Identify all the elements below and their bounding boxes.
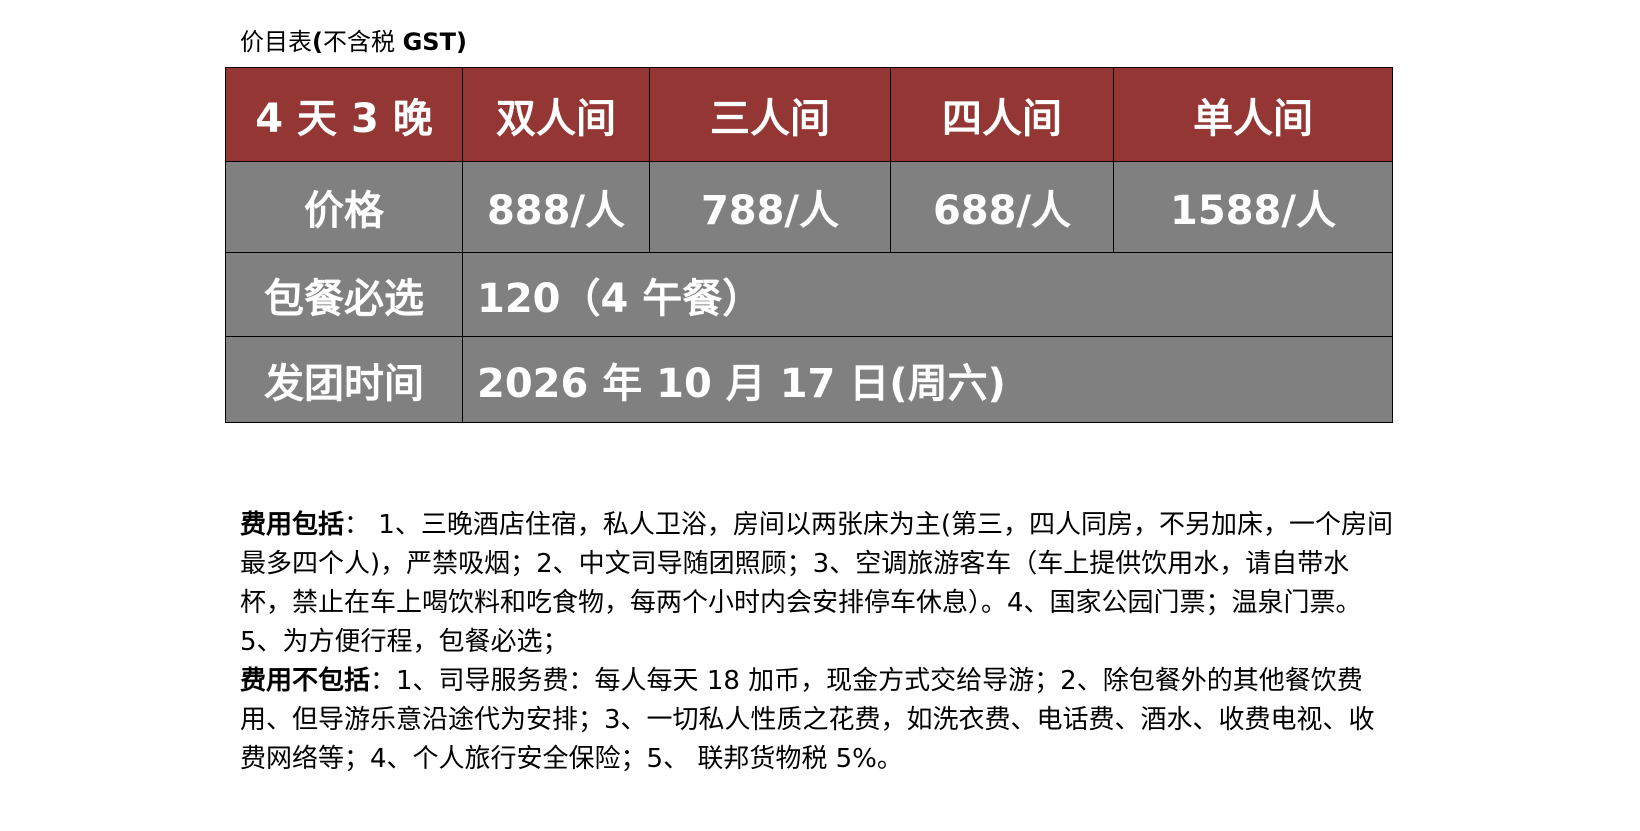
price-cell: 688/人 [890, 161, 1114, 253]
title-tax: 不含税 [322, 28, 403, 56]
excludes-text: ：1、司导服务费：每人每天 18 加币，现金方式交给导游；2、除包餐外的其他餐饮… [240, 666, 1375, 774]
table-row: 包餐必选 120（4 午餐） [225, 252, 1393, 337]
price-cell: 1588/人 [1113, 161, 1393, 253]
price-cell: 888/人 [462, 161, 650, 253]
date-cell: 2026 年 10 月 17 日(周六) [462, 336, 1393, 423]
includes-paragraph: 费用包括： 1、三晚酒店住宿，私人卫浴，房间以两张床为主(第三，四人同房，不另加… [240, 506, 1395, 662]
excludes-paragraph: 费用不包括：1、司导服务费：每人每天 18 加币，现金方式交给导游；2、除包餐外… [240, 662, 1395, 779]
row-label: 发团时间 [225, 336, 463, 423]
includes-text: ： 1、三晚酒店住宿，私人卫浴，房间以两张床为主(第三，四人同房，不另加床，一个… [240, 510, 1393, 657]
row-label: 包餐必选 [225, 252, 463, 337]
header-cell: 双人间 [462, 67, 650, 162]
meal-cell: 120（4 午餐） [462, 252, 1393, 337]
price-table: 4 天 3 晚 双人间 三人间 四人间 单人间 价格 888/人 788/人 6… [225, 67, 1393, 423]
header-cell: 4 天 3 晚 [225, 67, 463, 162]
document-title: 价目表(不含税 GST) [240, 22, 467, 57]
table-row: 价格 888/人 788/人 688/人 1588/人 [225, 161, 1393, 253]
row-label: 价格 [225, 161, 463, 253]
title-paren: ( [312, 28, 323, 56]
price-cell: 788/人 [649, 161, 891, 253]
title-gst: GST) [402, 28, 467, 56]
header-cell: 四人间 [890, 67, 1114, 162]
table-row: 发团时间 2026 年 10 月 17 日(周六) [225, 336, 1393, 423]
header-cell: 三人间 [649, 67, 891, 162]
excludes-label: 费用不包括 [240, 666, 371, 696]
header-cell: 单人间 [1113, 67, 1393, 162]
terms-section: 费用包括： 1、三晚酒店住宿，私人卫浴，房间以两张床为主(第三，四人同房，不另加… [240, 506, 1395, 779]
includes-label: 费用包括 [240, 510, 345, 540]
table-header-row: 4 天 3 晚 双人间 三人间 四人间 单人间 [225, 67, 1393, 162]
title-text: 价目表 [240, 28, 312, 56]
